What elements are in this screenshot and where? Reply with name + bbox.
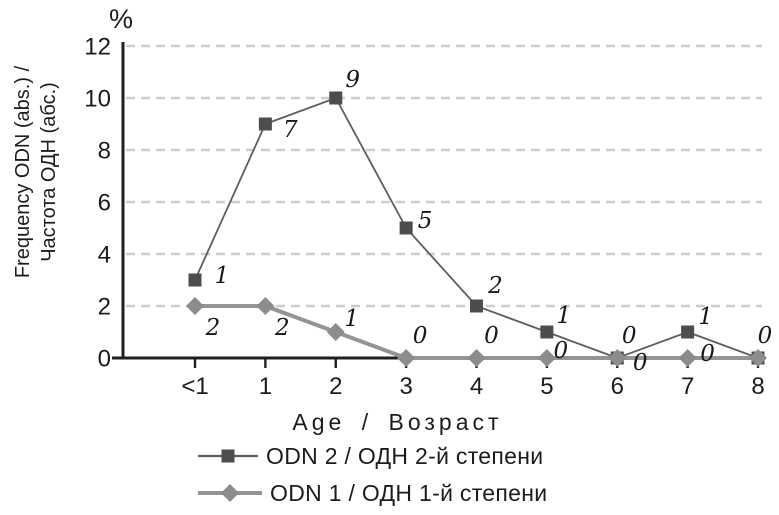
svg-text:0: 0 [484,323,499,349]
legend-item-odn1: ODN 1 / ОДН 1-й степени [197,478,547,508]
svg-text:2: 2 [205,315,221,341]
svg-text:0: 0 [700,341,715,367]
x-axis-title: Age / Возраст [292,409,503,435]
svg-text:0: 0 [98,346,111,373]
svg-text:0: 0 [633,350,648,376]
legend-square-marker-icon [198,449,258,463]
svg-text:6: 6 [98,190,111,217]
svg-text:3: 3 [399,373,412,400]
svg-text:1: 1 [215,263,230,289]
svg-text:7: 7 [681,373,694,400]
svg-text:10: 10 [84,86,111,113]
svg-text:8: 8 [751,373,764,400]
legend-diamond-marker-icon [198,484,262,502]
y-axis-unit-label: % [108,4,133,34]
svg-text:1: 1 [698,304,713,330]
legend-label-odn1: ODN 1 / ОДН 1-й степени [270,479,548,506]
svg-text:5: 5 [418,208,433,234]
legend-item-odn2: ODN 2 / ОДН 2-й степени [197,441,547,471]
svg-text:1: 1 [557,303,572,329]
svg-text:4: 4 [470,373,483,400]
svg-text:9: 9 [345,67,360,93]
svg-text:2: 2 [274,315,290,341]
svg-text:7: 7 [283,117,298,143]
svg-text:12: 12 [84,34,111,61]
svg-text:0: 0 [554,338,569,364]
svg-text:0: 0 [622,323,637,349]
svg-text:2: 2 [487,273,503,299]
svg-text:8: 8 [98,138,111,165]
svg-text:1: 1 [344,306,359,332]
svg-text:2: 2 [329,373,342,400]
svg-text:6: 6 [611,373,624,400]
svg-text:<1: <1 [181,373,208,400]
legend-label-odn2: ODN 2 / ОДН 2-й степени [266,442,544,469]
svg-text:0: 0 [413,323,428,349]
legend: ODN 2 / ОДН 2-й степени ODN 1 / ОДН 1-й … [197,441,547,508]
svg-text:0: 0 [758,323,773,349]
svg-text:5: 5 [540,373,553,400]
svg-text:4: 4 [98,242,111,269]
svg-text:1: 1 [259,373,272,400]
svg-text:2: 2 [98,294,111,321]
